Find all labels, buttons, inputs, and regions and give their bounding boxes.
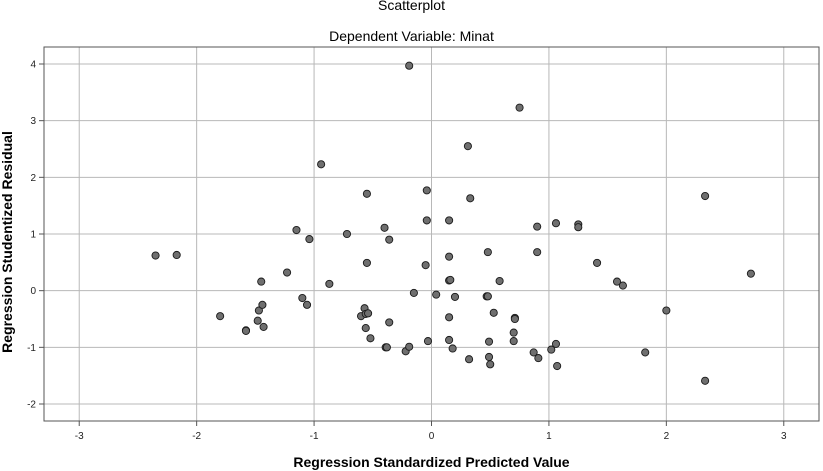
data-point [292, 225, 301, 235]
data-point [641, 348, 650, 357]
data-point [662, 306, 671, 315]
data-point [463, 142, 472, 151]
y-tick-label: -2 [27, 400, 36, 411]
data-point [405, 342, 414, 351]
data-point [305, 235, 314, 244]
data-point [534, 354, 543, 363]
data-point [405, 61, 414, 70]
y-tick-label: 2 [30, 173, 36, 184]
data-point [533, 248, 542, 257]
data-point [258, 300, 267, 309]
axis-ticks: -3 -2 -1 0 1 2 3 -2 -1 0 1 2 3 4 [27, 60, 787, 443]
data-point [701, 376, 710, 385]
data-point [553, 361, 562, 371]
data-point [422, 186, 431, 195]
data-point [486, 360, 495, 369]
data-point [509, 328, 518, 337]
data-point [298, 293, 307, 303]
data-point [325, 279, 334, 288]
x-tick-label: 3 [781, 431, 787, 442]
data-point [547, 345, 556, 354]
data-point [421, 261, 430, 270]
x-tick-label: -3 [75, 431, 84, 442]
data-point [446, 275, 455, 284]
data-point [529, 348, 538, 357]
data-point [432, 290, 441, 299]
chart-title: Scatterplot [378, 0, 445, 13]
data-point [484, 352, 494, 362]
x-tick-label: 0 [429, 431, 435, 442]
data-point [509, 337, 518, 346]
x-tick-label: -1 [310, 431, 319, 442]
data-point [445, 252, 454, 261]
data-points [151, 61, 755, 385]
data-point [380, 223, 389, 232]
data-point [342, 229, 352, 239]
data-point [515, 103, 524, 112]
data-point [445, 216, 454, 225]
data-point [495, 276, 504, 286]
y-axis-title: Regression Studentized Residual [0, 131, 15, 353]
data-point [574, 223, 583, 232]
data-point [362, 189, 371, 198]
data-point [283, 268, 292, 277]
data-point [259, 322, 268, 331]
data-point [151, 251, 160, 260]
data-point [483, 248, 492, 257]
data-point [302, 300, 312, 309]
data-point [489, 308, 498, 317]
data-point [618, 281, 627, 290]
data-point [241, 326, 251, 335]
data-point [445, 335, 454, 345]
data-point [510, 314, 519, 324]
x-axis-title: Regression Standardized Predicted Value [293, 454, 569, 470]
data-point [551, 339, 561, 348]
data-point [746, 269, 755, 278]
data-point [445, 313, 454, 322]
data-point [422, 216, 431, 225]
data-point [366, 334, 375, 343]
data-point [253, 316, 262, 325]
y-tick-label: 4 [30, 60, 36, 71]
data-point [533, 222, 542, 231]
data-point [409, 288, 418, 297]
data-point [362, 258, 371, 267]
data-point [612, 277, 622, 286]
data-point [361, 324, 370, 333]
data-point [385, 318, 394, 327]
data-point [450, 292, 460, 301]
data-point [257, 277, 266, 286]
data-point [484, 337, 494, 346]
data-point [466, 194, 475, 203]
data-point [385, 235, 394, 244]
grid-lines [44, 47, 819, 421]
data-point [551, 219, 561, 228]
x-tick-label: -2 [192, 431, 201, 442]
data-point [593, 258, 602, 267]
y-tick-label: -1 [27, 343, 36, 354]
data-point [483, 292, 492, 301]
data-point [423, 337, 433, 346]
y-tick-label: 1 [30, 230, 36, 241]
y-tick-label: 3 [30, 116, 36, 127]
data-point [701, 191, 710, 201]
data-point [172, 250, 181, 260]
data-point [382, 343, 391, 352]
x-tick-label: 2 [664, 431, 670, 442]
y-tick-label: 0 [30, 286, 36, 297]
data-point [465, 355, 474, 364]
x-tick-label: 1 [546, 431, 552, 442]
chart-subtitle: Dependent Variable: Minat [329, 28, 494, 44]
data-point [216, 312, 225, 321]
data-point [317, 160, 326, 169]
data-point [254, 306, 263, 315]
data-point [448, 344, 457, 353]
data-point [364, 309, 373, 318]
